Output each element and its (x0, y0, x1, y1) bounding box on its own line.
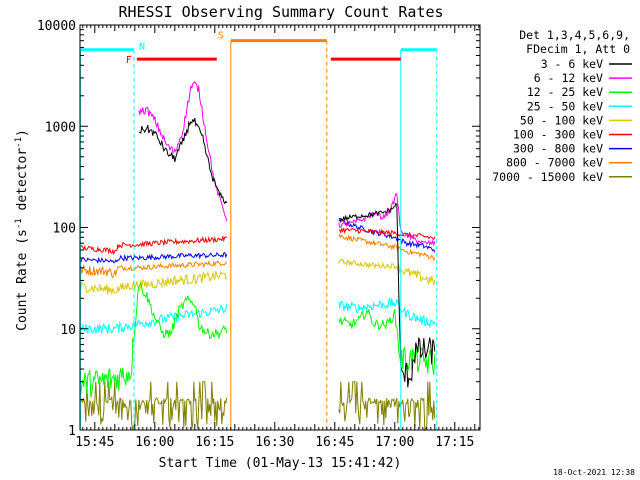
plot-area: NF S (79, 31, 438, 432)
legend-label-3: 12 - 25 keV (527, 85, 603, 99)
x-tick-label-6: 17:15 (435, 435, 474, 450)
legend-header-2: FDecim 1, Att 0 (526, 42, 630, 56)
ylabel-sup2: -1 (14, 137, 24, 148)
legend-label-1: 3 - 6 keV (541, 57, 603, 71)
legend-label-7: 300 - 800 keV (513, 142, 603, 156)
legend-label-8: 800 - 7000 keV (506, 156, 603, 170)
ylabel-sup: -1 (14, 218, 24, 229)
x-tick-label-5: 17:00 (375, 435, 414, 450)
plot-frame (79, 24, 481, 431)
legend-label-4: 25 - 50 keV (527, 99, 603, 113)
ylabel-end: ) (15, 129, 30, 137)
series-line-5-seg2 (338, 258, 436, 286)
x-tick-label-2: 16:15 (195, 435, 234, 450)
legend-label-5: 50 - 100 keV (520, 113, 603, 127)
x-tick-label-0: 15:45 (75, 435, 114, 450)
footer-date: 18-Oct-2021 12:38 (553, 468, 635, 477)
y-tick-label-0: 1 (68, 424, 76, 439)
ylabel-tail: detector (15, 148, 30, 219)
flag-label-f: F (126, 55, 132, 66)
legend-header-1: Det 1,3,4,5,6,9, (519, 28, 630, 42)
series-line-7-seg2 (338, 217, 436, 253)
flag-label-n: N (139, 42, 145, 53)
series-line-4-seg2 (338, 296, 436, 329)
series-line-7-seg1 (80, 251, 228, 264)
axes: 1 10 100 1000 10000 15:45 16:00 16:15 16:30 16:45… (37, 19, 481, 450)
x-tick-label-3: 16:30 (255, 435, 294, 450)
legend-label-9: 7000 - 15000 keV (492, 170, 603, 184)
y-tick-label-3: 1000 (45, 120, 76, 135)
legend-label-6: 100 - 300 keV (513, 128, 603, 142)
series-line-9-seg1 (80, 381, 228, 430)
series-line-6-seg2 (338, 226, 436, 241)
series-line-8-seg1 (80, 260, 228, 279)
y-axis-label: Count Rate (s-1 detector-1) (14, 129, 30, 331)
x-axis-label: Start Time (01-May-13 15:41:42) (159, 456, 402, 471)
y-tick-label-4: 10000 (37, 19, 76, 34)
flag-label-s: S (218, 31, 224, 42)
series-line-3-seg1 (80, 282, 228, 398)
series-line-2-seg1 (138, 81, 228, 222)
legend: Det 1,3,4,5,6,9, FDecim 1, Att 0 3 - 6 k… (492, 28, 632, 184)
y-tick-label-1: 10 (60, 323, 76, 338)
series-line-1-seg2 (338, 202, 436, 388)
x-tick-label-4: 16:45 (315, 435, 354, 450)
series-line-1-seg1 (138, 117, 228, 205)
ylabel-main: Count Rate (s (15, 229, 30, 331)
series-line-5-seg1 (80, 270, 228, 295)
y-tick-label-2: 100 (53, 222, 76, 237)
series-line-9-seg2 (338, 381, 436, 432)
series-line-2-seg2 (338, 193, 436, 247)
svg-text:Count Rate (s-1 detector-1): Count Rate (s-1 detector-1) (14, 129, 30, 331)
legend-label-2: 6 - 12 keV (534, 71, 603, 85)
chart-title: RHESSI Observing Summary Count Rates (118, 3, 443, 21)
series-line-3-seg2 (338, 308, 436, 376)
x-tick-label-1: 16:00 (135, 435, 174, 450)
series-line-8-seg2 (338, 233, 436, 262)
series-line-6-seg1 (80, 235, 228, 256)
series-line-4-seg1 (80, 304, 228, 334)
